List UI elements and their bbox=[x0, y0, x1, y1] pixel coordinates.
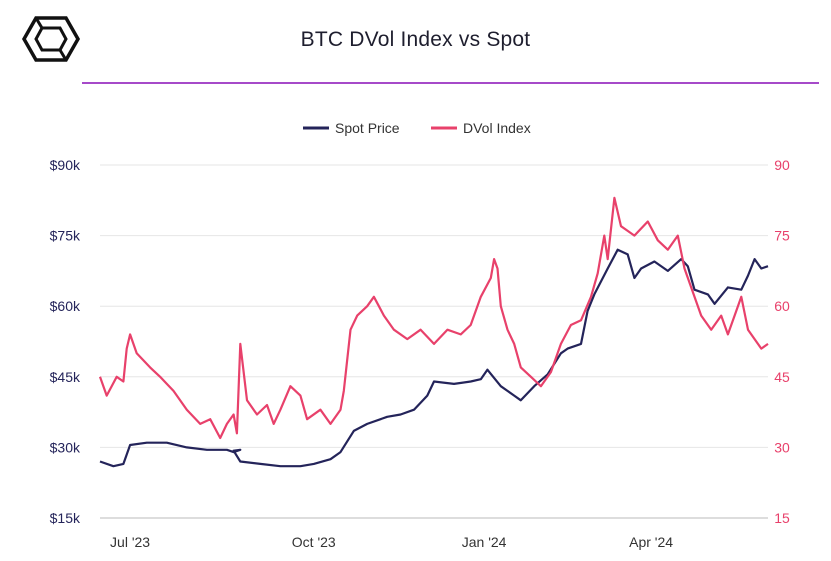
x-tick-label: Oct '23 bbox=[292, 534, 336, 550]
y-right-tick-label: 60 bbox=[774, 298, 790, 314]
y-left-tick-label: $45k bbox=[50, 369, 81, 385]
x-tick-label: Jul '23 bbox=[110, 534, 150, 550]
spot-price-line bbox=[99, 248, 769, 468]
title-divider bbox=[82, 82, 819, 84]
y-right-tick-label: 75 bbox=[774, 228, 790, 244]
chart-title: BTC DVol Index vs Spot bbox=[300, 28, 531, 51]
y-left-tick-label: $15k bbox=[50, 510, 81, 526]
x-tick-label: Jan '24 bbox=[462, 534, 507, 550]
y-right-tick-label: 45 bbox=[774, 369, 790, 385]
y-right-tick-label: 30 bbox=[774, 439, 790, 455]
dvol-index-line bbox=[98, 196, 769, 440]
y-left-tick-label: $30k bbox=[50, 439, 81, 455]
y-right-tick-label: 15 bbox=[774, 510, 790, 526]
legend-dvol-index-label: DVol Index bbox=[463, 120, 531, 136]
x-tick-label: Apr '24 bbox=[629, 534, 673, 550]
y-right-tick-label: 90 bbox=[774, 157, 790, 173]
y-left-tick-label: $75k bbox=[50, 228, 81, 244]
y-left-tick-label: $90k bbox=[50, 157, 81, 173]
y-left-tick-label: $60k bbox=[50, 298, 81, 314]
cube-logo-icon bbox=[21, 14, 81, 64]
legend-spot-price-label: Spot Price bbox=[335, 120, 400, 136]
